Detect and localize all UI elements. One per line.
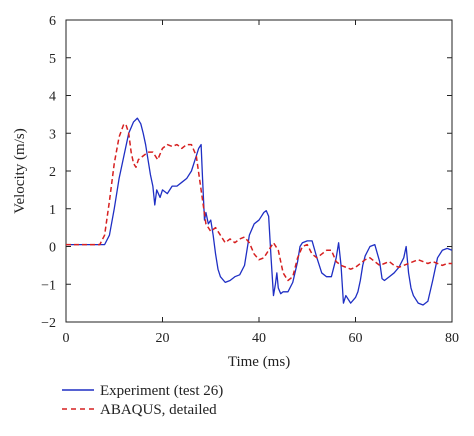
- y-tick-label: −2: [41, 316, 56, 331]
- y-tick-label: 6: [49, 14, 56, 29]
- y-tick-label: 2: [49, 165, 56, 180]
- series-experiment-line: [66, 117, 453, 306]
- x-tick-label: 80: [445, 331, 459, 346]
- legend-label-experiment: Experiment (test 26): [100, 383, 223, 399]
- legend-label-abaqus: ABAQUS, detailed: [100, 402, 217, 418]
- y-tick-label: 3: [49, 127, 56, 142]
- y-tick-label: 0: [49, 241, 56, 256]
- y-tick-label: 4: [49, 90, 56, 105]
- x-tick-label: 60: [349, 331, 363, 346]
- y-tick-label: −1: [41, 278, 56, 293]
- x-tick-label: 20: [156, 331, 170, 346]
- x-tick-labels: 0 20 40 60 80: [63, 331, 460, 346]
- x-tick-label: 0: [63, 331, 70, 346]
- axis-ticks: [65, 19, 453, 323]
- y-tick-labels: −2 −1 0 1 2 3 4 5 6: [41, 14, 56, 331]
- y-axis-label: Velocity (m/s): [12, 128, 28, 213]
- x-tick-label: 40: [252, 331, 266, 346]
- series-abaqus-line: [66, 123, 452, 282]
- plot-frame: [65, 19, 453, 323]
- series-layer: [66, 117, 453, 306]
- y-tick-label: 5: [49, 52, 56, 67]
- x-axis-label: Time (ms): [228, 354, 290, 370]
- legend: Experiment (test 26) ABAQUS, detailed: [62, 383, 223, 418]
- y-tick-label: 1: [49, 203, 56, 218]
